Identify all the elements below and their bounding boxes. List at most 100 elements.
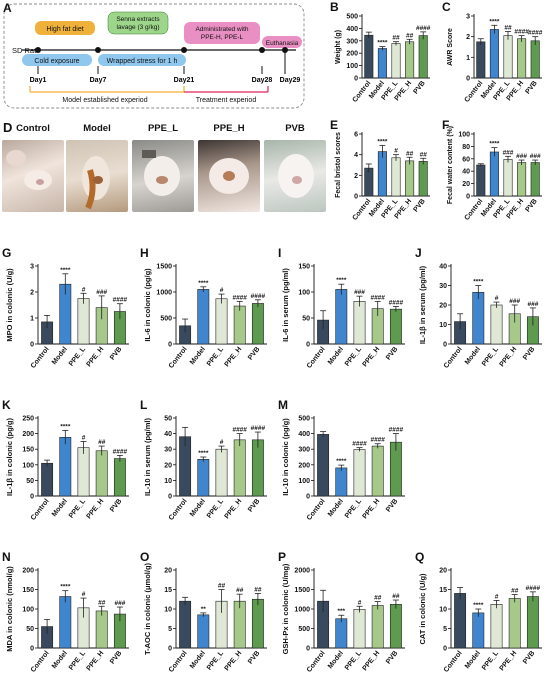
y-tick-label-g-0: 0 <box>30 342 34 349</box>
x-tick-label-c-4: PVB <box>524 80 538 96</box>
y-tick-label-e-3: 6 <box>354 132 358 139</box>
y-axis-label-e: Fecal bristol scores <box>335 132 342 198</box>
y-tick-label-h-2: 1000 <box>156 290 172 297</box>
significance-label-q-3: ## <box>511 588 519 595</box>
photo-pvb-drawing <box>278 154 314 198</box>
y-axis-label-p: GSH-Px in colonic (U/mg) <box>281 563 290 654</box>
y-tick-label-p-3: 1500 <box>294 587 310 594</box>
y-tick-label-l-0: 0 <box>168 494 172 501</box>
bar-e-3 <box>405 160 415 197</box>
chart-l: L IL-10 in serum (pg/ml) 0 10 20 30 40 50 Contro… <box>140 398 267 522</box>
bar-m-2 <box>353 449 366 497</box>
significance-label-j-1: **** <box>473 279 484 286</box>
bar-o-4 <box>251 598 264 649</box>
y-tick-label-i-0: 0 <box>306 342 310 349</box>
photo-panel: D Control Model PPE_L PPE_H PVB <box>0 118 336 220</box>
y-tick-label-l-4: 40 <box>164 431 172 438</box>
y-tick-label-l-5: 50 <box>164 416 172 423</box>
y-axis-label-k: IL-1β in colonic (pg/g) <box>5 418 14 496</box>
bar-k-4 <box>113 458 126 497</box>
significance-label-c-3: #### <box>514 29 529 36</box>
bar-e-0 <box>364 167 374 197</box>
significance-label-j-4: ### <box>527 301 538 308</box>
y-tick-label-m-0: 0 <box>306 494 310 501</box>
x-tick-label-n-4: PVB <box>109 650 123 666</box>
y-tick-label-i-1: 50 <box>302 316 310 323</box>
y-tick-label-k-2: 100 <box>22 462 34 469</box>
y-tick-label-k-0: 0 <box>30 494 34 501</box>
significance-label-i-2: ### <box>354 289 365 296</box>
panel-letter-d: D <box>3 120 13 135</box>
significance-label-p-2: # <box>358 599 362 606</box>
significance-label-e-1: **** <box>377 138 388 145</box>
bar-q-0 <box>454 593 467 649</box>
chart-g: G MPO in colonic (U/g) 0 1 2 3 Control **** Mode… <box>2 246 129 370</box>
panel-letter-n: N <box>2 550 11 564</box>
significance-label-i-3: #### <box>370 294 385 301</box>
y-tick-label-g-3: 3 <box>30 264 34 271</box>
y-tick-label-h-1: 500 <box>160 316 172 323</box>
y-axis-label-c: AWR Score <box>447 28 454 66</box>
bar-l-3 <box>233 439 246 497</box>
y-tick-label-f-1: 20 <box>462 181 470 188</box>
significance-label-f-4: ### <box>530 153 541 160</box>
chart-m: M IL-10 in colonic (pg/g) 0 100 200 300 400 500… <box>278 398 405 522</box>
y-tick-label-q-4: 20 <box>439 568 447 575</box>
y-tick-label-k-3: 150 <box>22 447 34 454</box>
x-tick-label-m-4: PVB <box>385 498 399 514</box>
y-tick-label-o-4: 20 <box>164 568 172 575</box>
y-tick-label-n-4: 200 <box>22 568 34 575</box>
y-axis-label-j: IL-1β in serum (pg/ml) <box>418 265 427 344</box>
bar-o-0 <box>179 600 192 649</box>
bar-l-1 <box>197 459 210 497</box>
y-tick-label-n-3: 150 <box>22 587 34 594</box>
y-tick-label-j-2: 20 <box>439 303 447 310</box>
significance-label-k-2: # <box>82 434 86 441</box>
panel-letter-b: B <box>330 0 339 14</box>
bar-e-4 <box>418 161 428 197</box>
bar-b-4 <box>418 35 428 79</box>
bar-q-3 <box>508 598 521 649</box>
significance-label-o-2: ## <box>218 583 226 590</box>
y-tick-label-l-2: 20 <box>164 462 172 469</box>
bar-c-0 <box>476 41 486 79</box>
panel-letter-q: Q <box>415 550 424 564</box>
y-tick-label-i-2: 100 <box>298 290 310 297</box>
administrated-bar <box>184 22 260 44</box>
x-tick-label-h-1: Model <box>189 346 207 366</box>
panel-letter-l: L <box>140 398 147 412</box>
significance-label-n-3: ## <box>98 599 106 606</box>
y-tick-label-f-2: 40 <box>462 169 470 176</box>
y-tick-label-f-0: 0 <box>466 194 470 201</box>
x-tick-label-j-3: PPE_H <box>499 346 519 368</box>
bar-j-1 <box>472 292 485 345</box>
y-axis-label-o: T-AOC in colonic (μmol/g) <box>143 562 152 655</box>
significance-label-q-4: #### <box>526 585 541 592</box>
y-tick-label-n-2: 100 <box>22 607 34 614</box>
y-tick-label-q-3: 15 <box>439 587 447 594</box>
y-tick-label-c-1: 1 <box>466 55 470 62</box>
bar-e-2 <box>391 157 401 197</box>
x-tick-label-e-0: Control <box>352 198 373 222</box>
photo-model-drawing <box>82 156 110 210</box>
bar-f-2 <box>503 159 513 197</box>
high-fat-bar <box>35 21 95 35</box>
photo-ppe-h <box>198 140 260 212</box>
x-tick-label-q-1: Model <box>464 650 482 670</box>
significance-label-m-4: #### <box>389 427 404 434</box>
significance-label-n-2: # <box>82 591 86 598</box>
y-tick-label-b-1: 100 <box>346 63 358 70</box>
significance-label-n-1: **** <box>60 584 71 591</box>
chart-k: K IL-1β in colonic (pg/g) 0 50 100 150 200 250 C… <box>2 398 129 522</box>
wrapped-label: Wrapped stress for 1 h <box>107 58 178 65</box>
significance-label-h-2: # <box>220 287 224 294</box>
y-tick-label-q-0: 0 <box>443 646 447 653</box>
significance-label-l-1: **** <box>198 450 209 457</box>
significance-label-g-4: #### <box>113 297 128 304</box>
bar-q-1 <box>472 612 485 649</box>
panel-letter-e: E <box>330 118 338 132</box>
x-tick-label-p-1: Model <box>327 650 345 670</box>
significance-label-n-4: ### <box>114 600 125 607</box>
